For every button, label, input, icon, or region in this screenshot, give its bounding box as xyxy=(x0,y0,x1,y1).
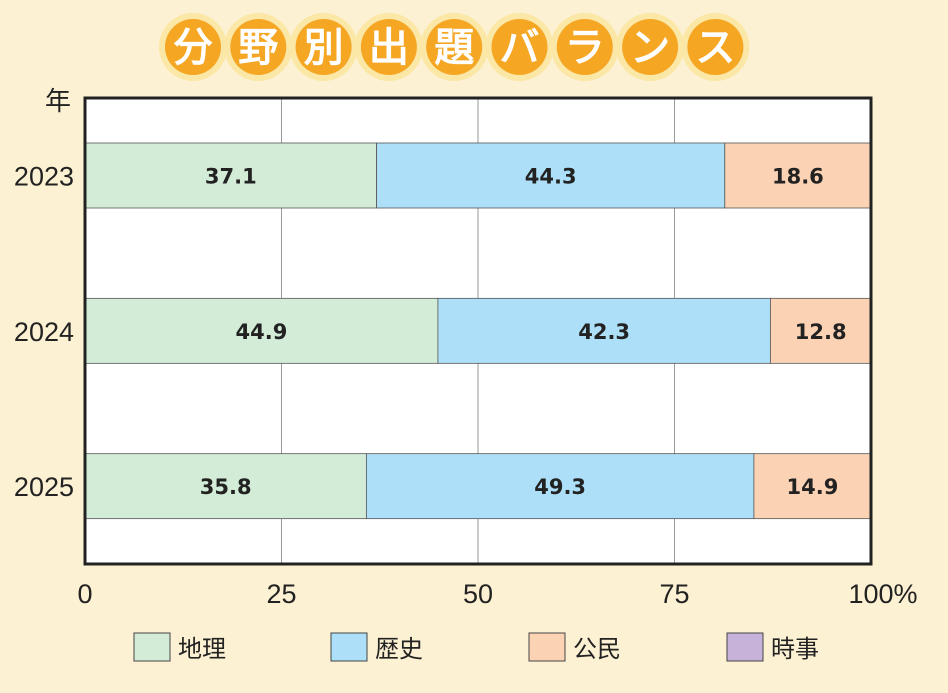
data-label-2025-公民: 14.9 xyxy=(787,475,839,499)
data-label-2023-公民: 18.6 xyxy=(772,165,824,189)
title-char-6: ラ xyxy=(565,25,605,71)
bar-2023-地理 xyxy=(84,142,378,209)
title-char-1: 野 xyxy=(238,25,278,71)
title-circle-6 xyxy=(556,19,613,75)
x-tick-label-0: 0 xyxy=(77,579,92,609)
title-char-7: ン xyxy=(630,25,670,71)
x-tick-label-75: 75 xyxy=(659,579,689,609)
title-char-5: バ xyxy=(500,25,540,71)
bar-2024-公民 xyxy=(769,297,872,364)
data-label-2024-歴史: 42.3 xyxy=(578,320,630,344)
bar-2024-歴史 xyxy=(437,297,771,364)
legend-swatch-公民 xyxy=(528,632,566,662)
bar-2025-歴史 xyxy=(365,453,755,520)
title-circle-0 xyxy=(165,19,221,75)
title-circle-5 xyxy=(491,19,548,75)
legend-swatch-歴史 xyxy=(330,632,368,662)
title-circle-3 xyxy=(360,19,417,75)
bar-2023-公民 xyxy=(724,142,872,209)
data-label-2023-地理: 37.1 xyxy=(205,165,257,189)
y-axis-label: 年 xyxy=(45,86,71,116)
y-tick-label-2024: 2024 xyxy=(14,317,74,347)
data-label-2025-地理: 35.8 xyxy=(200,475,252,499)
title-circle-8 xyxy=(687,19,744,75)
bar-2025-公民 xyxy=(753,453,872,520)
legend-label-地理: 地理 xyxy=(178,635,226,663)
y-tick-label-2025: 2025 xyxy=(14,472,74,502)
title-char-8: ス xyxy=(695,25,735,71)
title-char-3: 出 xyxy=(369,25,409,71)
y-tick-label-2023: 2023 xyxy=(14,162,74,192)
data-label-2024-地理: 44.9 xyxy=(236,320,288,344)
data-label-2024-公民: 12.8 xyxy=(795,320,847,344)
title-char-4: 題 xyxy=(434,25,474,71)
x-tick-label-100: 100% xyxy=(848,579,917,609)
bar-2024-地理 xyxy=(84,297,439,364)
data-label-2025-歴史: 49.3 xyxy=(534,475,586,499)
plot-frame xyxy=(83,96,873,566)
bar-2025-地理 xyxy=(84,453,367,520)
title-circle-2 xyxy=(295,19,352,75)
title-circle-7 xyxy=(622,19,679,75)
data-label-2023-歴史: 44.3 xyxy=(525,165,577,189)
x-tick-label-50: 50 xyxy=(463,579,493,609)
title-char-2: 別 xyxy=(304,25,344,71)
legend-label-歴史: 歴史 xyxy=(375,635,423,663)
x-tick-label-25: 25 xyxy=(266,579,296,609)
legend-swatch-時事 xyxy=(726,632,764,662)
legend-swatch-地理 xyxy=(133,632,171,662)
title-circle-1 xyxy=(230,19,287,75)
legend-label-公民: 公民 xyxy=(573,635,621,663)
title-char-0: 分 xyxy=(173,25,213,71)
legend-label-時事: 時事 xyxy=(771,635,819,663)
title-circle-4 xyxy=(426,19,483,75)
bar-2023-歴史 xyxy=(376,142,726,209)
